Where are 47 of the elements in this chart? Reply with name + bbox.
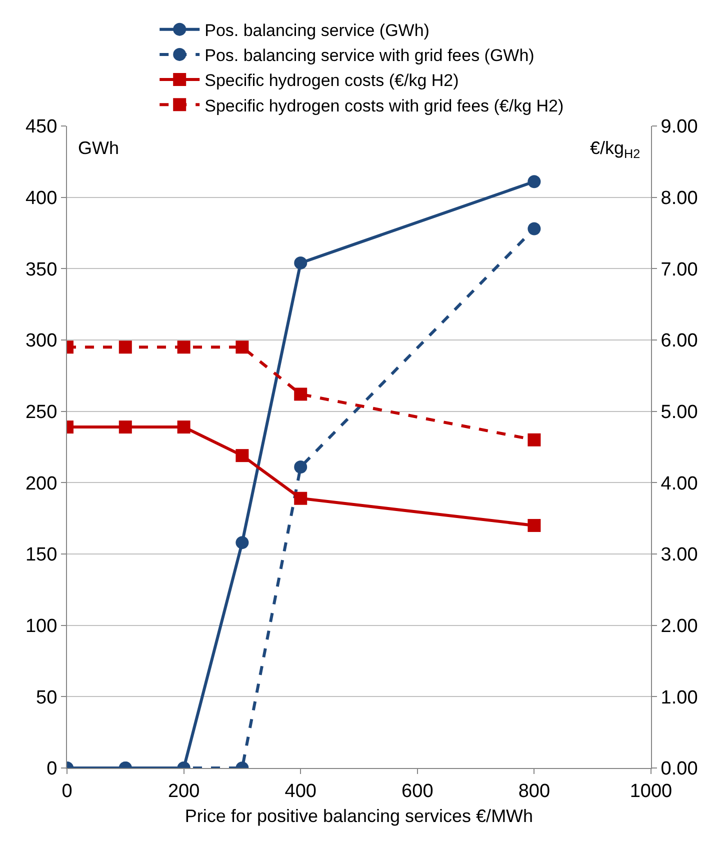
y2-axis-title: €/kg$_{H2}$ bbox=[590, 138, 640, 161]
point bbox=[294, 388, 308, 401]
y-tick-label: 200 bbox=[25, 473, 58, 494]
point bbox=[118, 340, 132, 354]
x-axis-title: Price for positive balancing services €/MWh bbox=[184, 806, 534, 826]
point bbox=[528, 175, 541, 188]
y-tick-label: 100 bbox=[25, 616, 58, 637]
y2-tick-label: 6.00 bbox=[660, 330, 698, 352]
point bbox=[294, 492, 308, 505]
y-tick-label: 50 bbox=[36, 687, 58, 708]
y-tick-label: 300 bbox=[25, 330, 58, 352]
y2-tick-label: 2.00 bbox=[660, 616, 698, 637]
y2-tick-label: 9.00 bbox=[660, 116, 698, 138]
legend-label: Specific hydrogen costs (€/kg H2) bbox=[204, 71, 459, 90]
y2-tick-label: 7.00 bbox=[660, 259, 698, 280]
point bbox=[528, 518, 541, 532]
y2-tick-label: 1.00 bbox=[660, 687, 698, 708]
point bbox=[177, 420, 190, 434]
y-tick-label: 150 bbox=[25, 544, 58, 566]
x-tick-label: 1000 bbox=[630, 780, 672, 802]
point bbox=[294, 460, 308, 474]
point bbox=[236, 340, 249, 354]
x-tick-label: 0 bbox=[62, 780, 72, 802]
y2-tick-label: 5.00 bbox=[660, 402, 698, 423]
x-tick-label: 200 bbox=[168, 780, 200, 802]
point bbox=[528, 222, 541, 236]
point bbox=[177, 340, 190, 354]
x-tick-label: 800 bbox=[518, 780, 550, 802]
x-tick-label: 400 bbox=[284, 780, 316, 802]
y2-tick-label: 8.00 bbox=[660, 188, 698, 209]
y2-tick-label: 0.00 bbox=[660, 758, 698, 780]
legend-label: Specific hydrogen costs with grid fees (€/kg H2) bbox=[204, 96, 564, 116]
y-tick-label: 0 bbox=[46, 758, 58, 780]
y2-tick-label: 4.00 bbox=[660, 473, 698, 494]
y-tick-label: 450 bbox=[25, 116, 58, 138]
y-tick-label: 250 bbox=[25, 402, 58, 423]
y-tick-label: 350 bbox=[25, 259, 58, 280]
legend-label: Pos. balancing service (GWh) bbox=[204, 20, 430, 40]
point bbox=[294, 256, 308, 270]
legend-label: Pos. balancing service with grid fees (GWh) bbox=[204, 46, 534, 66]
point bbox=[118, 420, 132, 434]
point bbox=[528, 433, 541, 446]
x-tick-label: 600 bbox=[402, 780, 434, 802]
y-axis-title: GWh bbox=[78, 138, 120, 158]
y-tick-label: 400 bbox=[25, 188, 58, 209]
y2-tick-label: 3.00 bbox=[660, 544, 698, 566]
point bbox=[236, 449, 249, 462]
